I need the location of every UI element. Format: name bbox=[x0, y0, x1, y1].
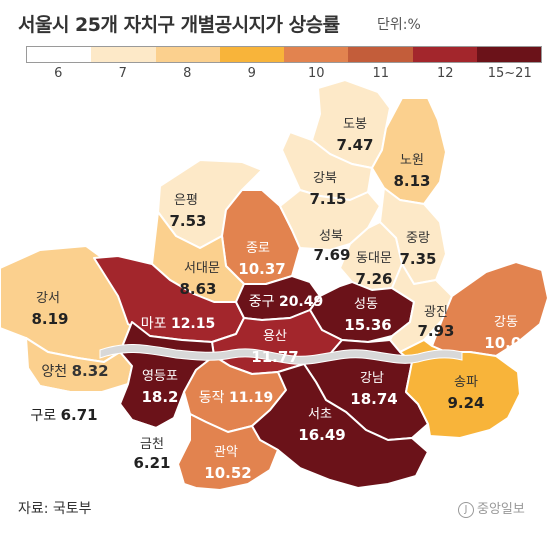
label-gangdong-value: 10.01 bbox=[484, 334, 531, 352]
legend-swatch bbox=[155, 47, 220, 62]
label-guro-name: 구로 bbox=[30, 408, 56, 424]
legend-label: 12 bbox=[436, 66, 454, 81]
label-yeongdeungpo-value: 18.2 bbox=[141, 388, 178, 406]
label-yongsan-value: 11.77 bbox=[251, 348, 298, 366]
label-gangnam-value: 18.74 bbox=[350, 390, 397, 408]
label-dongjak: 동작 11.19 bbox=[199, 390, 274, 406]
label-gangbuk-value: 7.15 bbox=[309, 190, 346, 208]
label-seodaemun-value: 8.63 bbox=[179, 280, 216, 298]
legend-swatch bbox=[412, 47, 477, 62]
legend-swatch bbox=[476, 47, 541, 62]
label-gwangjin-value: 7.93 bbox=[417, 322, 454, 340]
source-note: 자료: 국토부 bbox=[18, 501, 92, 517]
district-gwanak[interactable] bbox=[177, 413, 279, 491]
label-junggu-name: 중구 bbox=[249, 294, 275, 310]
label-seongdong-name: 성동 bbox=[354, 297, 378, 312]
label-gangdong-name: 강동 bbox=[494, 315, 518, 330]
label-songpa-name: 송파 bbox=[454, 375, 478, 390]
label-eunpyeong-name: 은평 bbox=[174, 193, 198, 208]
label-gwangjin-name: 광진 bbox=[424, 305, 448, 320]
label-dobong-name: 도봉 bbox=[343, 117, 367, 132]
label-jongno-value: 10.37 bbox=[238, 260, 285, 278]
label-dongdaemun-value: 7.26 bbox=[355, 270, 392, 288]
legend-swatch bbox=[91, 47, 156, 62]
label-dobong-value: 7.47 bbox=[336, 136, 373, 154]
label-gwanak-name: 관악 bbox=[214, 445, 238, 460]
unit-label: 단위:% bbox=[377, 17, 421, 33]
label-eunpyeong-value: 7.53 bbox=[169, 212, 206, 230]
district-nowon[interactable] bbox=[371, 97, 447, 205]
district-seocho[interactable] bbox=[251, 363, 429, 489]
legend-label: 11 bbox=[372, 66, 390, 81]
legend-swatch bbox=[219, 47, 284, 62]
label-gangnam-name: 강남 bbox=[360, 371, 384, 386]
label-yongsan-name: 용산 bbox=[263, 329, 287, 344]
label-mapo: 마포 12.15 bbox=[141, 316, 216, 332]
label-dongdaemun-name: 동대문 bbox=[356, 251, 392, 266]
publisher-logo: J 중앙일보 bbox=[458, 498, 525, 518]
label-seongbuk-value: 7.69 bbox=[313, 246, 350, 264]
legend-label: 9 bbox=[247, 66, 256, 81]
label-guro: 구로 6.71 bbox=[30, 406, 97, 424]
logo-icon: J bbox=[458, 501, 474, 518]
label-seocho-name: 서초 bbox=[308, 407, 332, 422]
label-gangbuk-name: 강북 bbox=[313, 171, 337, 186]
color-legend bbox=[26, 46, 542, 63]
legend-label: 6 bbox=[54, 66, 63, 81]
label-seocho-value: 16.49 bbox=[298, 426, 345, 444]
label-seodaemun-name: 서대문 bbox=[184, 261, 220, 276]
label-jungnang-value: 7.35 bbox=[399, 250, 436, 268]
legend-swatch bbox=[284, 47, 349, 62]
label-junggu-value: 20.49 bbox=[279, 294, 323, 310]
label-nowon-value: 8.13 bbox=[393, 172, 430, 190]
label-gwanak-value: 10.52 bbox=[204, 464, 251, 482]
label-guro-value: 6.71 bbox=[61, 406, 98, 424]
label-yangcheon-value: 8.32 bbox=[72, 362, 109, 380]
label-geumcheon-name: 금천 bbox=[140, 437, 164, 452]
label-yeongdeungpo-name: 영등포 bbox=[142, 369, 178, 384]
label-jongno-name: 종로 bbox=[246, 241, 270, 256]
label-seongbuk-name: 성북 bbox=[319, 229, 343, 244]
legend-label: 10 bbox=[307, 66, 325, 81]
map-title: 서울시 25개 자치구 개별공시지가 상승률 bbox=[18, 14, 340, 36]
label-dongjak-name: 동작 bbox=[199, 390, 225, 406]
han-river bbox=[99, 344, 463, 365]
label-dongjak-value: 11.19 bbox=[229, 390, 273, 406]
legend-swatch bbox=[27, 47, 92, 62]
label-gangseo-value: 8.19 bbox=[31, 310, 68, 328]
label-geumcheon-value: 6.21 bbox=[133, 454, 170, 472]
label-songpa-value: 9.24 bbox=[447, 394, 484, 412]
legend-label: 15~21 bbox=[487, 66, 532, 81]
logo-text: 중앙일보 bbox=[477, 502, 525, 517]
label-seongdong-value: 15.36 bbox=[344, 316, 391, 334]
label-yangcheon-name: 양천 bbox=[41, 364, 67, 380]
legend-label: 7 bbox=[118, 66, 127, 81]
legend-labels: 6 7 8 9 10 11 12 15~21 bbox=[26, 66, 542, 81]
district-seongbuk[interactable] bbox=[279, 189, 381, 251]
legend-swatch bbox=[348, 47, 413, 62]
label-nowon-name: 노원 bbox=[400, 153, 424, 168]
legend-label: 8 bbox=[183, 66, 192, 81]
label-mapo-name: 마포 bbox=[141, 316, 167, 332]
label-yangcheon: 양천 8.32 bbox=[41, 362, 108, 380]
label-jungnang-name: 중랑 bbox=[406, 231, 430, 246]
label-junggu: 중구 20.49 bbox=[249, 294, 324, 310]
label-mapo-value: 12.15 bbox=[171, 316, 215, 332]
label-gangseo-name: 강서 bbox=[36, 291, 60, 306]
